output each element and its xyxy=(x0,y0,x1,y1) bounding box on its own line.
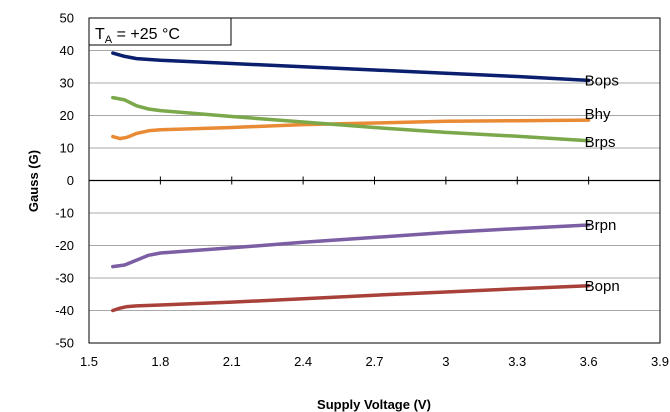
series-label-bopn: Bopn xyxy=(585,278,620,295)
series-line-bopn xyxy=(111,284,591,313)
y-tick-label: -30 xyxy=(55,271,74,286)
y-tick-label: 50 xyxy=(60,11,74,26)
y-tick-label: 20 xyxy=(60,108,74,123)
x-tick-label: 1.5 xyxy=(80,354,98,369)
annotation-main: T xyxy=(95,26,105,43)
svg-text:TA = +25 °C: TA = +25 °C xyxy=(95,26,180,46)
series-lines xyxy=(111,51,591,313)
y-tick-label: 40 xyxy=(60,43,74,58)
x-tick-label: 1.8 xyxy=(151,354,169,369)
series-label-brps: Brps xyxy=(585,134,616,151)
y-tick-label: -10 xyxy=(55,206,74,221)
x-tick-label: 3 xyxy=(442,354,449,369)
series-labels: Bops Bhy Brps Brpn Bopn xyxy=(585,72,620,294)
annotation-rest: = +25 °C xyxy=(112,26,180,43)
x-tick-label: 2.1 xyxy=(223,354,241,369)
x-tick-label: 2.7 xyxy=(365,354,383,369)
series-line-bhy xyxy=(111,118,591,141)
y-tick-label: -50 xyxy=(55,336,74,351)
y-tick-label: 0 xyxy=(67,173,74,188)
y-axis-title: Gauss (G) xyxy=(26,150,41,212)
y-tick-label: 10 xyxy=(60,141,74,156)
x-tick-label: 2.4 xyxy=(294,354,312,369)
series-label-bops: Bops xyxy=(585,72,619,89)
x-axis-ticks: 1.5 1.8 2.1 2.4 2.7 3 3.3 3.6 3.9 xyxy=(80,176,669,369)
series-line-brpn xyxy=(111,223,591,269)
x-tick-label: 3.6 xyxy=(580,354,598,369)
x-tick-label: 3.9 xyxy=(651,354,669,369)
y-tick-label: -40 xyxy=(55,303,74,318)
series-line-bops xyxy=(111,51,591,83)
y-axis-ticks: 50 40 30 20 10 0 -10 -20 -30 -40 -50 xyxy=(55,11,74,351)
annotation-subscript: A xyxy=(105,34,113,46)
y-tick-label: 30 xyxy=(60,76,74,91)
y-tick-label: -20 xyxy=(55,238,74,253)
x-axis-title: Supply Voltage (V) xyxy=(317,397,431,412)
series-label-bhy: Bhy xyxy=(585,106,611,123)
x-tick-label: 3.3 xyxy=(508,354,526,369)
series-line-brps xyxy=(111,95,591,143)
series-label-brpn: Brpn xyxy=(585,217,617,234)
temperature-annotation: TA = +25 °C xyxy=(88,17,232,46)
